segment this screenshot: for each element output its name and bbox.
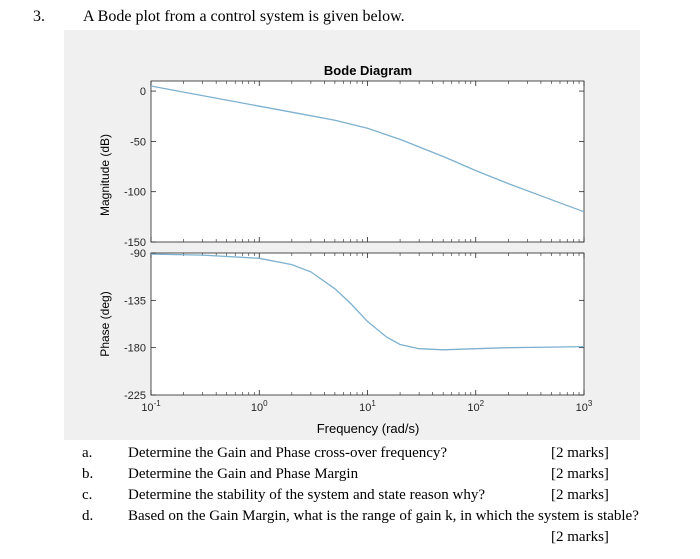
chart-xlabel: Frequency (rad/s) (317, 421, 420, 436)
marks-label: [2 marks] (551, 487, 609, 503)
magnitude-plot-area (150, 80, 585, 243)
subquestion-letter: b. (82, 466, 94, 482)
subquestion-text: Determine the Gain and Phase cross-over … (128, 445, 448, 461)
phase-ytick-label: -180 (124, 343, 146, 355)
magnitude-ylabel: Magnitude (dB) (98, 134, 112, 216)
magnitude-ytick-label: -50 (130, 136, 146, 148)
subquestion-letter: c. (82, 487, 93, 503)
subquestion-text: Based on the Gain Margin, what is the ra… (128, 508, 639, 524)
subquestion-letter: d. (82, 508, 94, 524)
magnitude-axes: 0 -50 -100 -150 (124, 80, 585, 249)
magnitude-ytick-label: 0 (140, 86, 146, 98)
xtick-label: 100 (251, 399, 268, 414)
phase-ytick-label: -225 (124, 390, 146, 402)
subquestion-text: Determine the Gain and Phase Margin (128, 466, 359, 482)
xtick-label: 103 (576, 399, 593, 414)
magnitude-ytick-label: -100 (124, 187, 146, 199)
xtick-label: 102 (467, 399, 484, 414)
phase-ylabel: Phase (deg) (98, 291, 112, 356)
magnitude-curve (150, 85, 585, 213)
chart-title: Bode Diagram (324, 63, 412, 78)
phase-ytick-label: -135 (124, 295, 146, 307)
marks-label: [2 marks] (551, 529, 609, 545)
marks-label: [2 marks] (551, 466, 609, 482)
question-number: 3. (33, 8, 45, 25)
phase-plot-area (150, 252, 585, 396)
question-text: A Bode plot from a control system is giv… (83, 8, 405, 25)
bode-plot: Bode Diagram Magnitude (dB) Phase (deg) … (98, 63, 593, 436)
subquestion-text: Determine the stability of the system an… (128, 487, 485, 503)
marks-label: [2 marks] (551, 445, 609, 461)
xtick-label: 10-1 (141, 399, 161, 414)
bode-figure: Bode Diagram Magnitude (dB) Phase (deg) … (64, 30, 640, 440)
xtick-label: 101 (359, 399, 376, 414)
phase-curve (150, 253, 585, 351)
phase-ytick-label: -90 (130, 248, 146, 260)
subquestion-letter: a. (82, 445, 93, 461)
magnitude-ytick-label: -150 (124, 237, 146, 249)
